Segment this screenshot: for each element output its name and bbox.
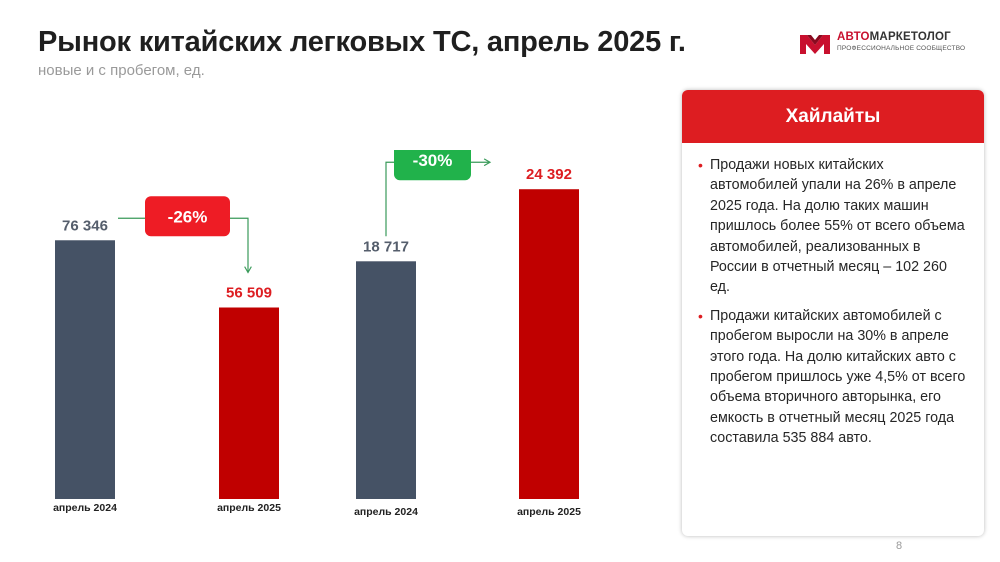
bar-2-2 (519, 189, 579, 499)
highlight-item-new-cars: Продажи новых китайских автомобилей упал… (698, 155, 970, 298)
category-label-1-1: апрель 2024 (53, 502, 117, 514)
logo-tagline: ПРОФЕССИОНАЛЬНОЕ СООБЩЕСТВО (837, 45, 966, 52)
bar-1-1 (55, 240, 115, 499)
value-label-2-1: 18 717 (363, 238, 409, 255)
brand-logo: АВТОМАРКЕТОЛОГ ПРОФЕССИОНАЛЬНОЕ СООБЩЕСТ… (800, 30, 970, 58)
highlights-list: Продажи новых китайских автомобилей упал… (682, 143, 984, 449)
value-label-2-2: 24 392 (526, 166, 572, 183)
highlights-title: Хайлайты (682, 90, 984, 143)
change-label-1: -26% (168, 207, 208, 226)
page-title: Рынок китайских легковых ТС, апрель 2025… (38, 26, 686, 58)
change-badge-1 (145, 196, 230, 237)
value-label-1-1: 76 346 (62, 217, 108, 234)
sales-bar-chart: 76 346 апрель 2024 56 509 апрель 2025 -26% 18… (53, 150, 581, 518)
value-label-1-2: 56 509 (226, 284, 272, 301)
page-subtitle: новые и с пробегом, ед. (38, 62, 205, 79)
change-label-2: -30% (413, 151, 453, 170)
bar-2-1 (356, 261, 416, 499)
category-label-2-1: апрель 2024 (354, 506, 418, 518)
logo-icon (800, 35, 830, 54)
highlights-panel: Хайлайты Продажи новых китайских автомоб… (682, 90, 984, 536)
category-label-2-2: апрель 2025 (517, 506, 581, 518)
chart-group-1: 76 346 апрель 2024 56 509 апрель 2025 -26% (53, 196, 281, 514)
logo-name: АВТОМАРКЕТОЛОГ (837, 31, 951, 43)
chart-group-2: 18 717 апрель 2024 24 392 апрель 2025 -30% (354, 150, 581, 518)
bar-1-2 (219, 307, 279, 499)
page-number: 8 (896, 540, 903, 552)
change-badge-2 (394, 150, 471, 181)
highlight-item-used-cars: Продажи китайских автомобилей с пробегом… (698, 306, 970, 449)
category-label-1-2: апрель 2025 (217, 502, 281, 514)
